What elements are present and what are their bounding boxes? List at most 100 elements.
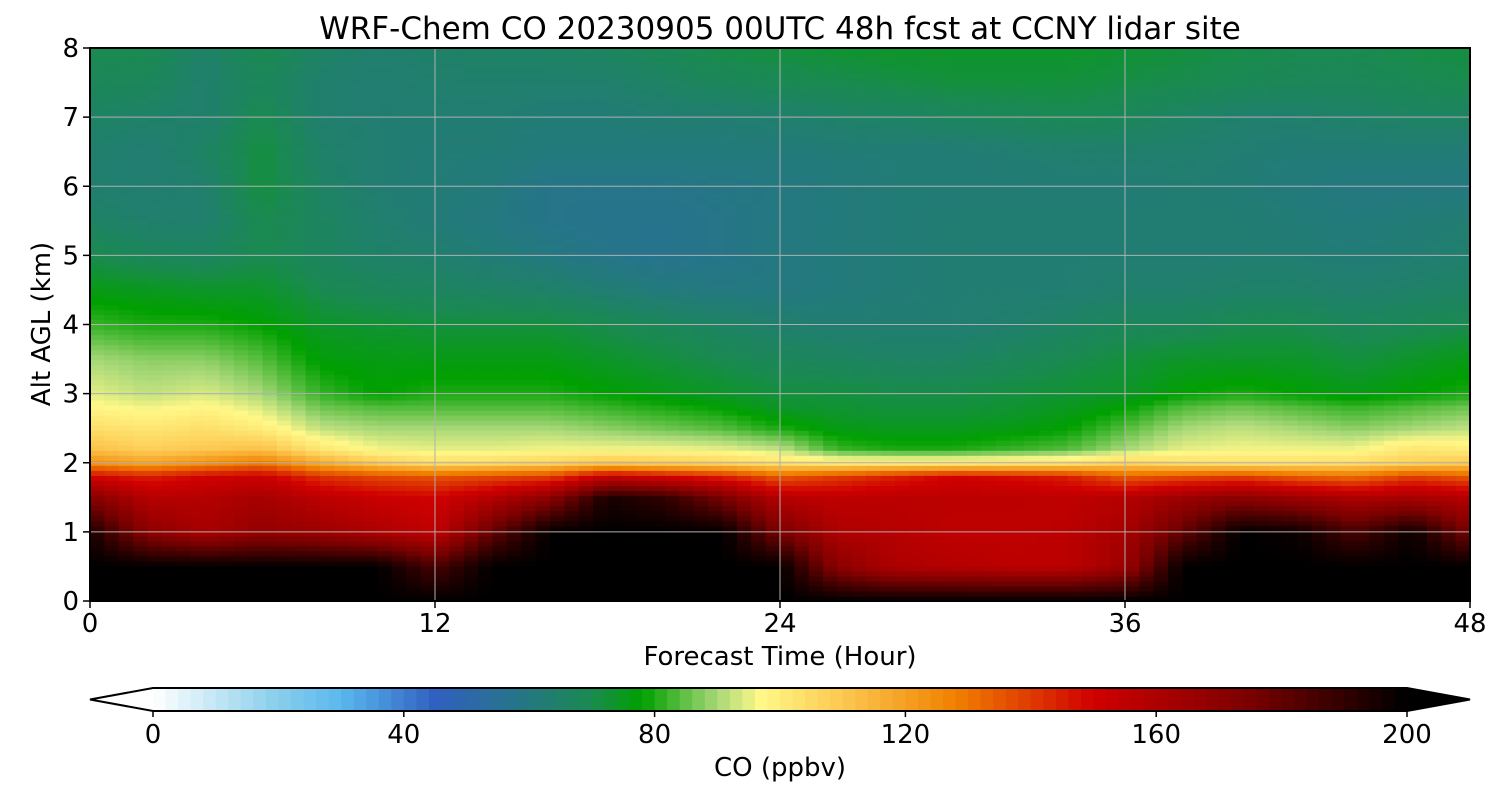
heatmap-cell — [435, 299, 450, 305]
heatmap-cell — [506, 193, 522, 200]
heatmap-cell — [190, 319, 206, 326]
heatmap-cell — [118, 389, 134, 396]
heatmap-cell — [621, 63, 637, 69]
heatmap-cell — [406, 213, 422, 220]
heatmap-cell — [607, 530, 623, 537]
heatmap-cell — [406, 455, 422, 461]
heatmap-cell — [305, 123, 321, 130]
heatmap-cell — [593, 585, 609, 592]
heatmap-cell — [420, 274, 436, 280]
heatmap-cell — [190, 575, 206, 582]
heatmap-cell — [90, 520, 105, 527]
heatmap-cell — [679, 535, 695, 542]
heatmap-cell — [636, 208, 652, 215]
heatmap-cell — [420, 535, 436, 542]
heatmap-cell — [248, 213, 264, 220]
heatmap-cell — [219, 218, 235, 225]
heatmap-cell — [650, 264, 666, 270]
heatmap-cell — [219, 540, 235, 547]
heatmap-cell — [679, 108, 695, 114]
heatmap-cell — [377, 93, 393, 99]
heatmap-cell — [118, 420, 134, 426]
heatmap-cell — [435, 560, 450, 567]
heatmap-cell — [133, 289, 149, 295]
heatmap-cell — [320, 425, 335, 431]
heatmap-cell — [305, 138, 321, 145]
heatmap-cell — [161, 269, 177, 275]
heatmap-cell — [550, 239, 565, 245]
heatmap-cell — [233, 279, 249, 285]
heatmap-cell — [578, 455, 594, 461]
heatmap-cell — [621, 68, 637, 74]
heatmap-cell — [276, 505, 292, 512]
heatmap-cell — [449, 359, 465, 366]
heatmap-cell — [593, 93, 609, 99]
heatmap-cell — [535, 203, 551, 210]
heatmap-cell — [377, 53, 393, 59]
heatmap-cell — [564, 570, 580, 577]
heatmap-cell — [147, 404, 163, 411]
heatmap-cell — [320, 470, 335, 476]
heatmap-cell — [248, 269, 264, 275]
heatmap-cell — [90, 163, 105, 170]
heatmap-cell — [420, 193, 436, 200]
heatmap-cell — [506, 389, 522, 396]
heatmap-cell — [722, 490, 738, 497]
heatmap-cell — [176, 143, 192, 150]
heatmap-cell — [521, 435, 537, 441]
heatmap-cell — [593, 319, 609, 326]
heatmap-cell — [161, 314, 177, 321]
heatmap-cell — [636, 264, 652, 270]
heatmap-cell — [205, 520, 220, 527]
heatmap-cell — [176, 203, 192, 210]
heatmap-cell — [348, 500, 364, 507]
heatmap-cell — [248, 314, 264, 321]
heatmap-cell — [593, 384, 609, 391]
heatmap-cell — [665, 53, 680, 59]
heatmap-cell — [665, 445, 680, 451]
heatmap-cell — [650, 420, 666, 426]
heatmap-cell — [233, 425, 249, 431]
heatmap-cell — [550, 344, 565, 351]
heatmap-cell — [363, 535, 379, 542]
heatmap-cell — [276, 495, 292, 502]
heatmap-cell — [176, 329, 192, 336]
heatmap-cell — [478, 264, 494, 270]
heatmap-cell — [636, 83, 652, 89]
heatmap-cell — [722, 269, 738, 275]
heatmap-cell — [276, 223, 292, 230]
heatmap-cell — [161, 374, 177, 381]
heatmap-cell — [621, 585, 637, 592]
heatmap-cell — [176, 590, 192, 597]
heatmap-cell — [478, 344, 494, 351]
heatmap-cell — [593, 445, 609, 451]
heatmap-cell — [248, 475, 264, 481]
heatmap-cell — [665, 138, 680, 145]
heatmap-cell — [420, 369, 436, 376]
heatmap-cell — [233, 329, 249, 336]
heatmap-cell — [262, 178, 278, 185]
heatmap-cell — [190, 495, 206, 502]
heatmap-cell — [636, 88, 652, 94]
heatmap-cell — [435, 485, 450, 491]
heatmap-cell — [636, 244, 652, 250]
heatmap-cell — [621, 218, 637, 225]
heatmap-cell — [593, 404, 609, 411]
heatmap-cell — [248, 535, 264, 542]
heatmap-cell — [176, 505, 192, 512]
heatmap-cell — [650, 279, 666, 285]
heatmap-cell — [190, 329, 206, 336]
heatmap-cell — [506, 239, 522, 245]
heatmap-cell — [363, 450, 379, 456]
heatmap-cell — [363, 264, 379, 270]
heatmap-cell — [334, 193, 350, 200]
heatmap-cell — [621, 324, 637, 331]
heatmap-cell — [708, 223, 724, 230]
heatmap-cell — [665, 349, 680, 356]
heatmap-cell — [478, 83, 494, 89]
heatmap-cell — [133, 279, 149, 285]
heatmap-cell — [133, 430, 149, 436]
heatmap-cell — [708, 68, 724, 74]
heatmap-cell — [578, 435, 594, 441]
heatmap-cell — [133, 53, 149, 59]
